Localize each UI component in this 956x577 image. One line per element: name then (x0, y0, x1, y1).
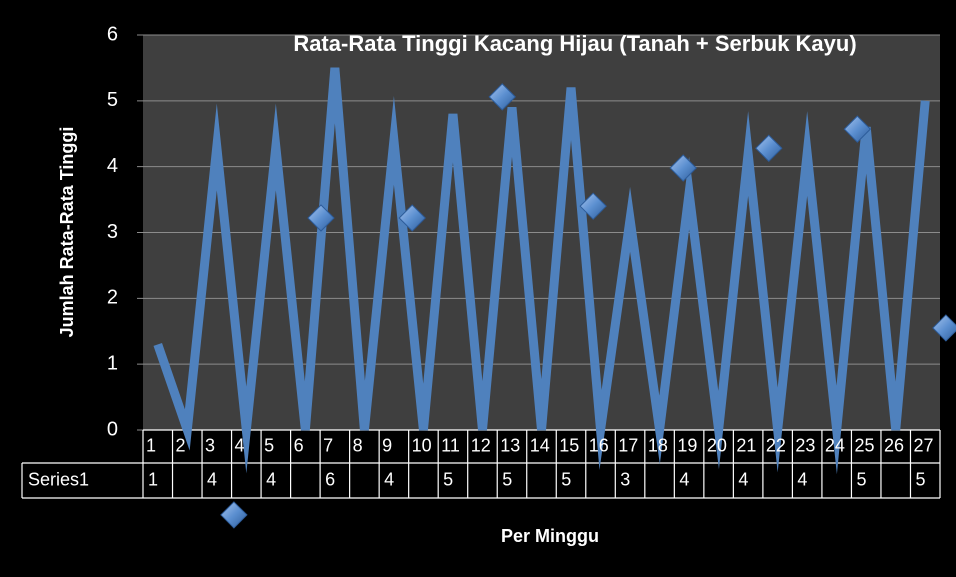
x-tick-label: 26 (884, 435, 904, 455)
data-table-value: 5 (443, 469, 453, 489)
marker (932, 314, 956, 342)
x-tick-label: 14 (530, 435, 550, 455)
data-table-value: 4 (266, 469, 276, 489)
x-axis-title: Per Minggu (501, 526, 599, 546)
marker (398, 204, 426, 232)
data-table-value: 5 (915, 469, 925, 489)
data-table-value: 4 (679, 469, 689, 489)
x-tick-label: 27 (913, 435, 933, 455)
data-table-value: 4 (207, 469, 217, 489)
x-tick-label: 10 (412, 435, 432, 455)
data-table-value: 4 (738, 469, 748, 489)
marker (579, 192, 607, 220)
x-tick-label: 17 (618, 435, 638, 455)
x-tick-label: 16 (589, 435, 609, 455)
marker (755, 134, 783, 162)
x-tick-label: 23 (795, 435, 815, 455)
y-tick-label: 1 (107, 352, 118, 374)
x-tick-label: 15 (559, 435, 579, 455)
x-tick-label: 8 (353, 435, 363, 455)
chart-title: Rata-Rata Tinggi Kacang Hijau (Tanah + S… (293, 31, 856, 56)
x-tick-label: 3 (205, 435, 215, 455)
x-tick-label: 6 (294, 435, 304, 455)
x-tick-label: 19 (677, 435, 697, 455)
x-tick-label: 20 (707, 435, 727, 455)
x-tick-label: 9 (382, 435, 392, 455)
y-tick-label: 2 (107, 287, 118, 309)
y-tick-label: 4 (107, 155, 118, 177)
x-tick-label: 24 (825, 435, 845, 455)
data-table-value: 5 (856, 469, 866, 489)
series-name: Series1 (28, 469, 89, 489)
x-tick-label: 11 (441, 435, 460, 455)
x-tick-label: 5 (264, 435, 274, 455)
x-tick-label: 22 (766, 435, 786, 455)
marker (669, 154, 697, 182)
x-tick-label: 4 (235, 435, 245, 455)
y-tick-label: 5 (107, 89, 118, 111)
data-table-value: 1 (148, 469, 158, 489)
marker (307, 204, 335, 232)
marker (220, 501, 248, 529)
y-tick-label: 0 (107, 418, 118, 440)
data-table-value: 3 (620, 469, 630, 489)
x-tick-label: 13 (500, 435, 520, 455)
x-tick-label: 1 (146, 435, 156, 455)
x-tick-label: 21 (736, 435, 756, 455)
x-tick-label: 7 (323, 435, 333, 455)
x-tick-label: 18 (648, 435, 668, 455)
data-table-value: 5 (502, 469, 512, 489)
y-tick-label: 6 (107, 23, 118, 45)
marker (488, 83, 516, 111)
data-table-value: 6 (325, 469, 335, 489)
y-axis-title: Jumlah Rata-Rata Tinggi (57, 127, 77, 338)
data-table-value: 4 (797, 469, 807, 489)
series-line (153, 67, 930, 475)
x-tick-label: 2 (176, 435, 186, 455)
x-tick-label: 25 (854, 435, 874, 455)
x-tick-label: 12 (471, 435, 491, 455)
marker (843, 115, 872, 143)
data-table-value: 5 (561, 469, 571, 489)
data-table-value: 4 (384, 469, 394, 489)
y-tick-label: 3 (107, 221, 118, 243)
